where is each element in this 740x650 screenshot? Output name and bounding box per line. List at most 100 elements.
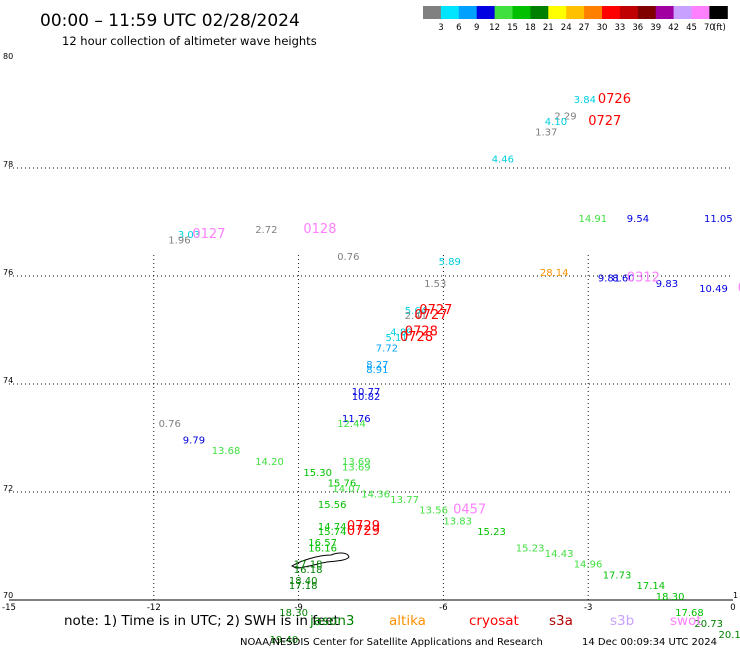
latitude-tick-label: 70 [3,591,13,600]
wave-height-label: 1.37 [535,128,557,139]
longitude-tick-label: -3 [584,603,592,613]
page-subtitle: 12 hour collection of altimeter wave hei… [62,34,317,48]
wave-height-label: 10.82 [352,392,381,403]
wave-height-label: 13.69 [342,457,371,468]
wave-height-label: 5.64 [405,306,427,317]
colorbar-swatch [458,6,478,19]
latitude-tick-label: 80 [3,52,13,61]
wave-height-label: 28.14 [540,268,569,279]
colorbar-swatch [512,6,531,19]
legend-note: note: 1) Time is in UTC; 2) SWH is in fe… [64,613,339,629]
colorbar-swatches [423,6,728,19]
colorbar: 3 6 9 12 15 18 21 24 27 30 33 36 39 42 45 70 (ft) [423,6,728,33]
colorbar-swatch [423,6,442,19]
longitude-tick-label: 0 [730,603,735,613]
colorbar-tick-label: 70 [704,23,715,33]
wave-height-label: 0.76 [159,419,181,430]
colorbar-swatch [637,6,657,19]
satellite-legend-s3a: s3a [549,613,573,629]
wave-height-label: 20.73 [694,619,723,630]
colorbar-tick-label: 21 [543,23,554,33]
colorbar-swatch [530,6,549,19]
longitude-tick-label: -15 [2,603,16,613]
colorbar-swatch [619,6,639,19]
wave-height-label: 18.30 [656,592,685,603]
pass-time-label: 0127 [192,227,225,242]
pass-time-label: 0728 [400,330,433,345]
wave-height-label: 5.11 [386,333,408,344]
wave-height-label: 13.68 [212,446,241,457]
colorbar-swatch [709,6,728,19]
wave-height-label: 11.05 [704,214,733,225]
colorbar-swatch [655,6,675,19]
wave-height-label: 14.36 [361,489,390,500]
wave-height-label: 2.41 [405,311,427,322]
satellite-legend-s3b: s3b [610,613,634,629]
wave-height-label: 13.69 [342,462,371,473]
colorbar-tick-label: 15 [507,23,518,33]
pass-time-label: 0727 [419,303,452,318]
wave-height-label: 8.60 [612,273,634,284]
wave-height-label: 20.17 [719,630,740,641]
wave-height-label: 7.72 [376,344,398,355]
colorbar-swatch [440,6,460,19]
wave-height-label: 4.89 [390,327,412,338]
lat-lon-grid [9,167,733,600]
pass-time-label: 0726 [598,92,631,107]
wave-height-label: 13.56 [419,506,448,517]
pass-time-label: 0312 [627,270,660,285]
colorbar-tick-label: 9 [474,23,479,33]
wave-height-label: 13.77 [390,495,419,506]
wave-height-label: 9.79 [183,435,205,446]
wave-height-label: 9.54 [627,214,649,225]
pass-time-labels: 0726072701270128031200727072707280728045… [192,92,740,539]
colorbar-swatch [584,6,603,19]
wave-height-label: 2.29 [554,111,576,122]
satellite-legend-cryosat: cryosat [469,613,519,629]
satellite-legend-swot: swot [670,613,702,629]
wave-height-label: 14.20 [255,457,284,468]
pass-time-label: 0 [738,281,740,296]
colorbar-swatch [494,6,513,19]
latitude-tick-label: 76 [3,268,13,277]
satellite-legend-jason3: jason3 [309,613,354,629]
wave-height-label: 9.83 [656,279,678,290]
colorbar-swatch [566,6,585,19]
colorbar-tick-label: 18 [525,23,536,33]
wave-height-label: 14.43 [545,549,574,560]
pass-time-label: 0128 [303,222,336,237]
footer-timestamp: 14 Dec 00:09:34 UTC 2024 [582,637,717,648]
wave-height-label: 15.23 [477,527,506,538]
colorbar-swatch [691,6,710,19]
wave-height-label: 12.44 [337,419,366,430]
latitude-tick-label: 78 [3,160,13,169]
wave-height-label: 10.77 [352,387,381,398]
latitude-tick-label: 74 [3,376,13,385]
wave-height-label: 0.76 [337,252,359,263]
colorbar-swatch [548,6,567,19]
map-panel: 80 78 76 74 72 70 -15 -12 -9 -6 -3 0 1 3.84 2.294.1… [2,52,740,646]
colorbar-unit: (ft) [713,23,726,33]
wave-height-label: 18.30 [279,608,308,619]
pass-time-label: 0457 [453,503,486,518]
wave-height-label: 4.46 [492,155,514,166]
wave-height-label: 9.81 [598,273,620,284]
wave-height-label: 14.07 [332,484,361,495]
wave-height-label: 15.30 [303,468,332,479]
footer-credit: NOAA/NESDIS Center for Satellite Applica… [240,637,543,648]
wave-height-label: 14.96 [574,560,603,571]
wave-height-label: 14.91 [579,214,608,225]
colorbar-tick-label: 27 [579,23,590,33]
legend: note: 1) Time is in UTC; 2) SWH is in fe… [64,613,702,629]
wave-height-label: 15.74 [318,527,347,538]
wave-height-label: 17.73 [603,570,632,581]
wave-height-label: 17.68 [675,608,704,619]
pass-time-label: 0728 [405,324,438,339]
wave-height-label: 1.96 [168,236,190,247]
latitude-tick-label: 72 [3,484,13,493]
colorbar-tick-label: 30 [597,23,608,33]
latitude-tick-labels: 80 78 76 74 72 70 [3,52,13,600]
wave-height-label: 15.23 [516,543,545,554]
wave-height-label: 16.18 [294,565,323,576]
